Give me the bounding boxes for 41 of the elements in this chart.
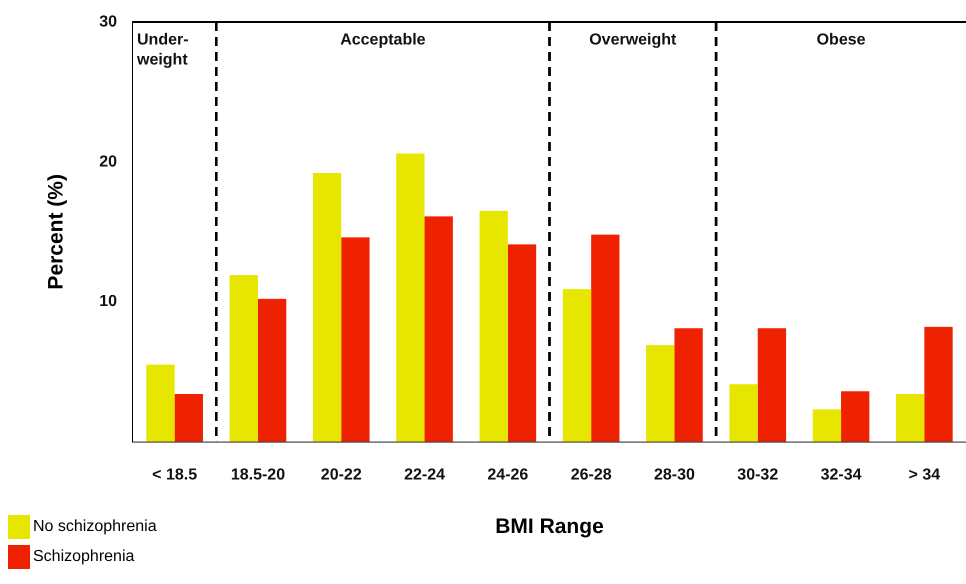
x-tick-label: 24-26 <box>487 466 528 484</box>
bar <box>924 326 953 442</box>
band-label: Acceptable <box>340 31 426 48</box>
bar <box>841 391 870 442</box>
bar <box>230 275 258 442</box>
legend-label: No schizophrenia <box>33 518 157 536</box>
bar <box>508 244 536 442</box>
bar <box>258 298 286 442</box>
bar <box>758 328 786 442</box>
y-axis-title: Percent (%) <box>44 174 68 290</box>
legend-label: Schizophrenia <box>33 548 134 566</box>
bar <box>174 394 203 442</box>
bar <box>396 153 425 442</box>
x-tick-label: > 34 <box>908 466 940 484</box>
x-tick-label: 26-28 <box>570 466 612 484</box>
bar <box>591 234 620 442</box>
y-tick-label: 30 <box>99 13 118 30</box>
x-tick-label: 20-22 <box>320 466 362 484</box>
x-tick-label: 30-32 <box>737 466 778 484</box>
bar <box>562 289 592 442</box>
band-label: Obese <box>816 31 866 48</box>
bar <box>646 345 674 442</box>
bar <box>341 237 370 442</box>
y-tick-label: 10 <box>99 293 118 310</box>
bar <box>480 210 508 442</box>
band-label: Under-weight <box>136 31 189 68</box>
x-tick-label: 22-24 <box>404 466 446 484</box>
bar <box>812 409 842 442</box>
x-tick-label: < 18.5 <box>152 466 198 484</box>
bar <box>896 394 924 442</box>
bar <box>146 364 175 442</box>
bar <box>312 173 342 442</box>
band-label: Overweight <box>589 31 678 48</box>
x-tick-label: 32-34 <box>820 466 862 484</box>
x-axis-title: BMI Range <box>495 515 604 538</box>
bar <box>729 384 758 442</box>
x-tick-label: 18.5-20 <box>230 466 286 484</box>
bar <box>424 216 453 442</box>
bar <box>674 328 703 442</box>
y-tick-label: 20 <box>99 153 118 170</box>
x-tick-label: 28-30 <box>654 466 696 484</box>
